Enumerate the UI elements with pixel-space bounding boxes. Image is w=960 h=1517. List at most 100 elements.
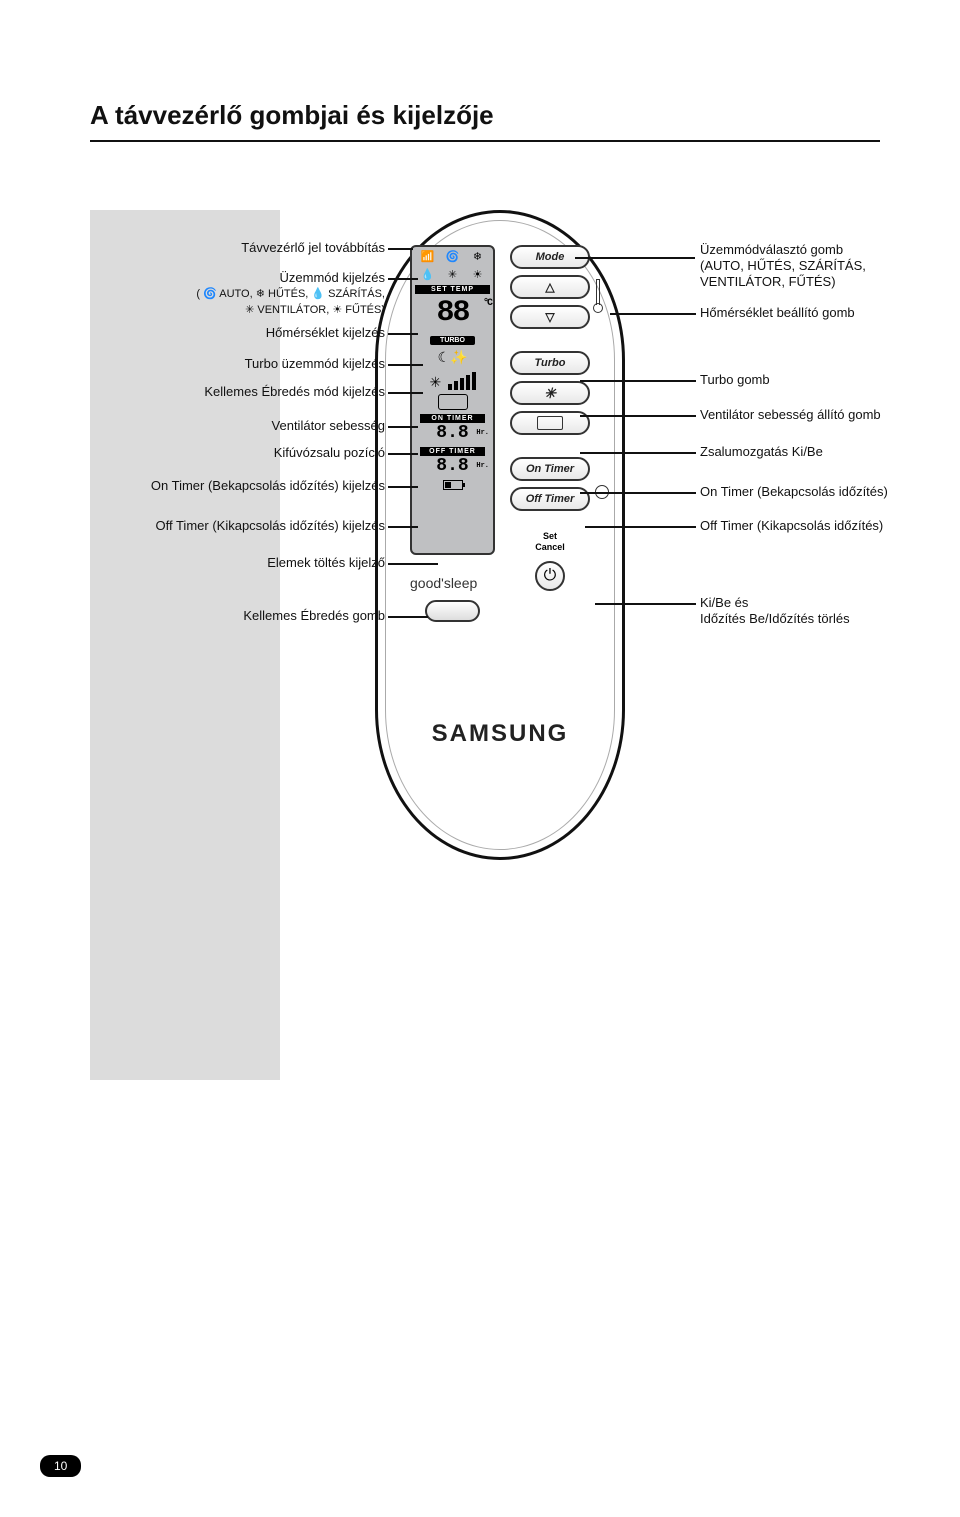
label-mode-btn-sub: (AUTO, HŰTÉS, SZÁRÍTÁS, VENTILÁTOR, FŰTÉ… xyxy=(700,258,866,289)
fan-bar-5 xyxy=(472,372,476,390)
label-power-sub: Időzítés Be/Időzítés törlés xyxy=(700,611,850,626)
goodsleep-button[interactable] xyxy=(425,600,480,622)
turbo-indicator: TURBO xyxy=(430,336,475,345)
label-signal: Távvezérlő jel továbbítás xyxy=(155,240,385,256)
spacer xyxy=(510,441,590,451)
fan-btn-icon: ✳ xyxy=(541,384,559,402)
temp-up-button[interactable]: △ xyxy=(510,275,590,299)
label-fan-speed: Ventilátor sebesség xyxy=(155,418,385,434)
label-mode-btn-text: Üzemmódválasztó gomb xyxy=(700,242,843,257)
temp-down-button[interactable]: ▽ xyxy=(510,305,590,329)
cool-icon: ❄ xyxy=(471,249,485,263)
leader-batt xyxy=(388,563,438,565)
louver-icon xyxy=(438,394,468,410)
label-turbo-disp: Turbo üzemmód kijelzés xyxy=(155,356,385,372)
set-cancel-label: Set Cancel xyxy=(510,531,590,553)
sleep-moon-icon: ☾✨ xyxy=(412,349,493,366)
leader-louver xyxy=(388,453,418,455)
fan-speed-display: ✳ xyxy=(412,372,493,390)
off-timer-hr: Hr. xyxy=(476,456,489,476)
goodsleep-label: good'sleep xyxy=(410,575,477,591)
set-temp-label: SET TEMP xyxy=(415,285,490,294)
label-louver: Kifúvózsalu pozíció xyxy=(155,445,385,461)
leader-gs xyxy=(388,616,428,618)
fan-bars xyxy=(448,372,476,390)
leader-r-temp xyxy=(610,313,696,315)
label-temp-disp: Hőmérséklet kijelzés xyxy=(155,325,385,341)
label-off-timer-btn: Off Timer (Kikapcsolás időzítés) xyxy=(700,518,920,534)
button-column: Mode △ ▽ Turbo ✳ On Timer Off Timer Set … xyxy=(510,245,590,591)
label-on-timer-btn: On Timer (Bekapcsolás időzítés) xyxy=(700,484,920,500)
leader-r-ont xyxy=(580,492,696,494)
swing-button[interactable] xyxy=(510,411,590,435)
on-timer-button[interactable]: On Timer xyxy=(510,457,590,481)
leader-r-power xyxy=(595,603,696,605)
label-mode-btn: Üzemmódválasztó gomb (AUTO, HŰTÉS, SZÁRÍ… xyxy=(700,242,900,290)
off-timer-value: 8.8 xyxy=(436,456,468,476)
leader-r-swing xyxy=(580,452,696,454)
leader-signal xyxy=(388,248,413,250)
therm-tube xyxy=(596,279,600,305)
leader-r-fan xyxy=(580,415,696,417)
leader-r-turbo xyxy=(580,380,696,382)
label-swing-btn: Zsalumozgatás Ki/Be xyxy=(700,444,900,460)
page-title: A távvezérlő gombjai és kijelzője xyxy=(90,100,494,131)
on-timer-label: ON TIMER xyxy=(420,414,485,423)
label-sleep-disp: Kellemes Ébredés mód kijelzés xyxy=(115,384,385,400)
fan-icon: ✳ xyxy=(430,374,446,390)
turbo-button[interactable]: Turbo xyxy=(510,351,590,375)
on-timer-hr: Hr. xyxy=(476,423,489,443)
label-power-btn: Ki/Be és Időzítés Be/Időzítés törlés xyxy=(700,595,920,627)
set-label: Set xyxy=(510,531,590,542)
signal-icon: 📶 xyxy=(421,249,435,263)
battery-fill xyxy=(445,482,451,488)
screen-icons-row1: 📶 🌀 ❄ xyxy=(412,247,493,265)
off-timer-button[interactable]: Off Timer xyxy=(510,487,590,511)
louver-btn-icon xyxy=(537,416,563,430)
spacer xyxy=(510,335,590,345)
leader-sleep xyxy=(388,392,423,394)
fan-bar-3 xyxy=(460,378,464,390)
screen-icons-row2: 💧 ✳ ☀ xyxy=(412,265,493,283)
label-power-text: Ki/Be és xyxy=(700,595,748,610)
dry-icon: 💧 xyxy=(421,267,435,281)
auto-icon: 🌀 xyxy=(446,249,460,263)
fan-bar-1 xyxy=(448,384,452,390)
temp-value: 88 xyxy=(436,296,468,330)
leader-ont xyxy=(388,486,418,488)
cancel-label: Cancel xyxy=(510,542,590,553)
label-temp-btn: Hőmérséklet beállító gomb xyxy=(700,305,900,321)
label-battery: Elemek töltés kijelző xyxy=(155,555,385,571)
arrow-up-icon: △ xyxy=(545,280,554,294)
arrow-down-icon: ▽ xyxy=(545,310,554,324)
page-number: 10 xyxy=(40,1455,81,1477)
power-icon: ⏻ xyxy=(544,567,557,585)
fan-speed-button[interactable]: ✳ xyxy=(510,381,590,405)
power-button[interactable]: ⏻ xyxy=(535,561,565,591)
brand-logo: SAMSUNG xyxy=(375,720,625,748)
temp-display: 88 °C xyxy=(412,296,493,330)
label-on-timer-disp: On Timer (Bekapcsolás időzítés) kijelzés xyxy=(95,478,385,494)
title-underline xyxy=(90,140,880,142)
label-mode-icons-2: ✳ VENTILÁTOR, ☀ FŰTÉS) xyxy=(105,302,385,318)
label-mode-disp-text: Üzemmód kijelzés xyxy=(280,270,385,285)
off-timer-display: 8.8 Hr. xyxy=(412,456,493,476)
heat-icon: ☀ xyxy=(471,267,485,281)
battery-indicator xyxy=(443,480,463,490)
leader-temp xyxy=(388,333,418,335)
on-timer-value: 8.8 xyxy=(436,423,468,443)
leader-offt xyxy=(388,526,418,528)
fan-bar-2 xyxy=(454,381,458,390)
louver-display xyxy=(412,394,493,410)
label-turbo-btn: Turbo gomb xyxy=(700,372,900,388)
leader-turbo xyxy=(388,364,423,366)
thermometer-icon xyxy=(593,279,603,314)
label-off-timer-disp: Off Timer (Kikapcsolás időzítés) kijelzé… xyxy=(95,518,385,534)
leader-fan xyxy=(388,426,418,428)
off-timer-label: OFF TIMER xyxy=(420,447,485,456)
fan-bar-4 xyxy=(466,375,470,390)
label-goodsleep-btn: Kellemes Ébredés gomb xyxy=(155,608,385,624)
on-timer-display: 8.8 Hr. xyxy=(412,423,493,443)
fan-mode-icon: ✳ xyxy=(446,267,460,281)
remote-diagram: 📶 🌀 ❄ 💧 ✳ ☀ SET TEMP 88 °C TURBO ☾✨ ✳ xyxy=(375,210,625,860)
